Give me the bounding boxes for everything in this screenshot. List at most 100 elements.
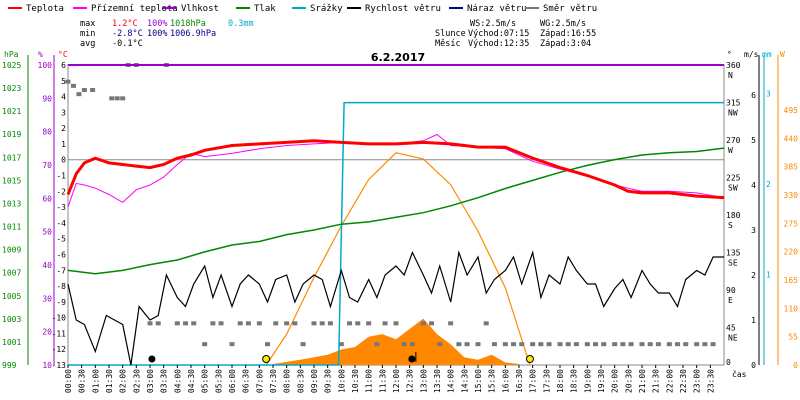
wind-dir-point [174,321,180,326]
series-teplota [66,139,725,200]
legend-label-5: Srážky [310,4,343,14]
axis-dir-tick: 180 [726,211,741,220]
series-tlak [67,147,725,275]
wind-dir-point [355,321,361,326]
stat-extra-3: Východ:07:15 [468,29,529,39]
wind-dir-point [620,342,626,347]
moonset-marker [148,355,156,363]
axis-hpa-tick: 1013 [2,199,21,208]
wind-dir-point [109,96,115,101]
wind-dir-point [393,321,399,326]
axis-x-tick: 16:30 [515,369,524,393]
wind-dir-point [628,342,634,347]
stat-extra-2: Slunce [435,29,466,39]
axis-x-tick: 21:30 [652,369,661,393]
wind-dir-point [229,342,235,347]
axis-x-tick: 11:30 [378,369,387,393]
axis-pct-tick: 50 [42,228,52,237]
stat-extra-5: Měsíc [435,39,461,49]
axis-x-tick: 14:30 [460,369,469,393]
axis-degc-unit: °C [58,50,68,59]
axis-x-tick: 06:00 [228,369,237,393]
axis-wm2-tick: 55 [788,333,798,342]
wind-dir-point [81,88,87,92]
axis-hpa-unit: hPa [4,50,19,59]
axis-x-tick: 17:00 [529,369,538,393]
axis-x-tick: 23:00 [693,369,702,393]
stat-extra-4: Západ:16:55 [540,29,596,39]
axis-pct-tick: 90 [42,94,52,103]
stat-0-1: 1.2°C [112,19,138,29]
axis-degc-tick: 3 [61,108,66,117]
axis-x-tick: 09:30 [324,369,333,393]
wind-dir-point [573,342,579,347]
axis-x-tick: 07:00 [255,369,264,393]
axis-pct-tick: 70 [42,161,52,170]
axis-mm-tick: 2 [766,180,771,189]
axis-x-tick: 03:30 [160,369,169,393]
wind-dir-point [612,342,618,347]
wind-dir-point [483,321,489,326]
axis-ms-tick: 0 [751,361,756,370]
axis-x-tick: 09:00 [310,369,319,393]
wind-dir-point [237,321,243,326]
axis-hpa-tick: 1007 [2,269,21,278]
wind-dir-point [401,342,407,347]
stat-1-3: 1006.9hPa [170,29,216,39]
axis-dir-name: SE [728,259,738,268]
wind-dir-point [546,342,552,347]
axis-wm2-tick: 495 [784,106,799,115]
axis-wm2-tick: 0 [793,361,798,370]
axis-ms-tick: 2 [751,271,756,280]
axis-x-tick: 10:00 [337,369,346,393]
wind-dir-point [511,342,517,347]
stat-1-1: -2.8°C [112,29,143,39]
axis-x-tick: 14:00 [447,369,456,393]
stat-2-1: -0.1°C [112,39,143,49]
axis-ms-tick: 1 [751,316,756,325]
legend-label-6: Rychlost větru [365,4,441,14]
wind-dir-point [647,342,653,347]
wind-dir-point [374,342,380,347]
axis-degc-tick: -12 [52,345,67,354]
wind-dir-point [191,321,197,326]
wind-dir-point [319,321,325,326]
axis-x-tick: 12:30 [406,369,415,393]
axis-x-tick: 20:00 [611,369,620,393]
axis-x-tick: 02:00 [119,369,128,393]
axis-degc-tick: -7 [56,266,66,275]
series-rychlost-vetru [67,250,724,366]
axis-wm2-tick: 165 [784,276,799,285]
wind-dir-point [347,321,353,326]
wind-dir-point [65,79,71,84]
axis-x-tick: 11:00 [365,369,374,393]
axis-dir-name: W [728,146,733,155]
stat-0-0: max [80,19,95,29]
legend-label-3: Vlhkost [181,4,219,14]
axis-ms-tick: 4 [751,181,756,190]
axis-hpa-tick: 1001 [2,338,21,347]
wind-dir-point [557,342,563,347]
wind-dir-point [147,321,153,326]
wind-dir-point [284,321,290,326]
wind-dir-point [90,88,96,92]
stat-0-3: 1018hPa [170,19,206,29]
axis-x-tick: 03:00 [146,369,155,393]
axis-x-tick: 19:30 [597,369,606,393]
axis-pct-tick: 100 [38,61,53,70]
axis-wm2-tick: 220 [784,248,799,257]
axis-x-tick: 07:30 [269,369,278,393]
wind-dir-point [245,321,251,326]
axis-degc-tick: -11 [52,329,67,338]
wind-dir-point [210,321,216,326]
stat-2-0: avg [80,39,95,49]
axis-pct-tick: 60 [42,194,52,203]
axis-x-tick: 00:00 [64,369,73,393]
wind-dir-point [437,342,443,347]
moonrise-marker [408,355,416,363]
axis-degc-tick: -4 [56,219,66,228]
sunset-marker [525,355,534,363]
axis-dir-name: E [728,296,733,305]
axes: hPa9991001100310051007100910111013101510… [2,50,798,393]
axis-x-tick: 13:30 [433,369,442,393]
